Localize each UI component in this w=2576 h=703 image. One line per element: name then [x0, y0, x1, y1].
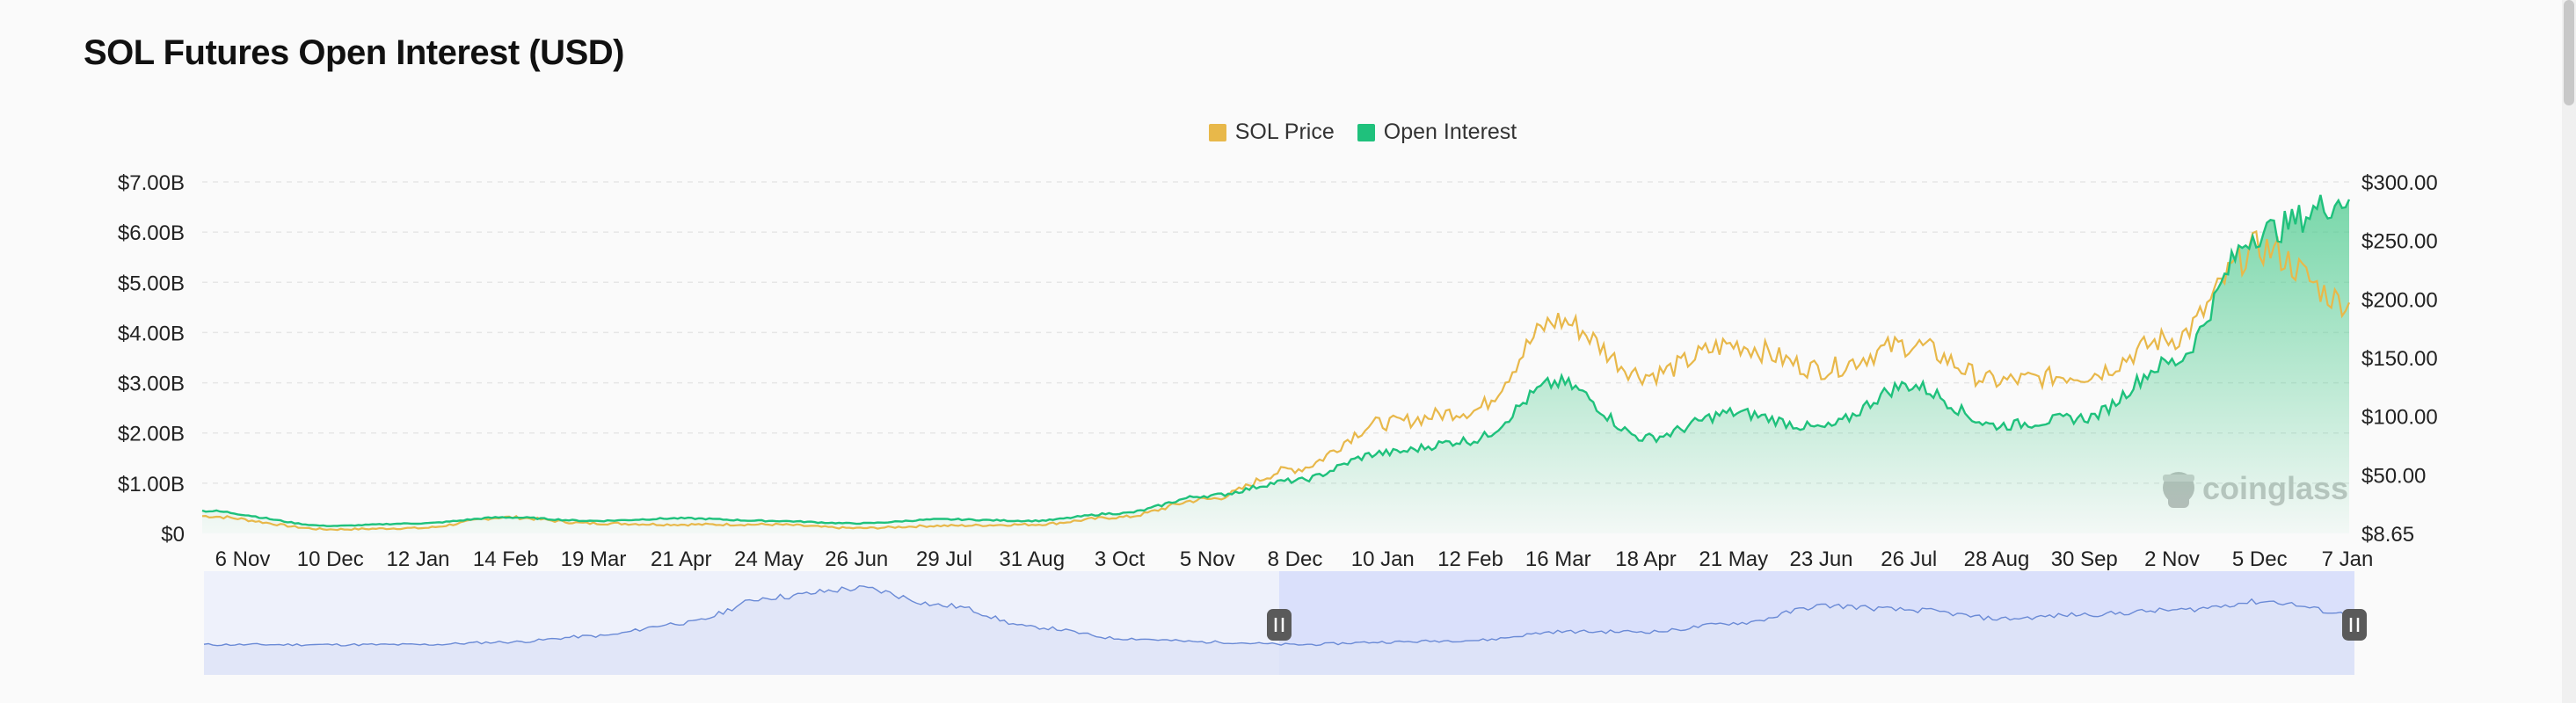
- chart-title: SOL Futures Open Interest (USD): [84, 33, 624, 72]
- y-left-tick-label: $3.00B: [118, 373, 185, 396]
- navigator-area: [204, 585, 2354, 675]
- x-tick-label: 14 Feb: [473, 547, 539, 571]
- y-right-tick-label: $300.00: [2361, 171, 2438, 195]
- y-right-tick-label: $150.00: [2361, 347, 2438, 371]
- chart-legend: SOL Price Open Interest: [0, 120, 2576, 145]
- handle-grip[interactable]: [1267, 609, 1292, 641]
- x-tick-label: 19 Mar: [561, 547, 627, 571]
- y-left-tick-label: $1.00B: [118, 473, 185, 496]
- x-axis: 6 Nov 10 Dec 12 Jan 14 Feb 19 Mar 21 Apr 24 Ma…: [215, 547, 2374, 571]
- x-tick-label: 10 Jan: [1351, 547, 1415, 571]
- navigator-line: [203, 584, 2355, 647]
- x-tick-label: 26 Jul: [1881, 547, 1937, 571]
- y-left-tick-label: $5.00B: [118, 272, 185, 295]
- x-tick-label: 28 Aug: [1964, 547, 2030, 571]
- y-left-tick-label: $6.00B: [118, 221, 185, 245]
- legend-label-open-interest: Open Interest: [1383, 120, 1517, 144]
- open-interest-line: [201, 194, 2351, 527]
- x-tick-label: 16 Mar: [1525, 547, 1591, 571]
- y-axis-left: $0 $1.00B $2.00B $3.00B $4.00B $5.00B $6.00B $7…: [118, 171, 185, 547]
- x-tick-label: 31 Aug: [999, 547, 1065, 571]
- x-tick-label: 8 Dec: [1268, 547, 1323, 571]
- x-tick-label: 7 Jan: [2322, 547, 2374, 571]
- y-left-tick-label: $0: [161, 523, 185, 547]
- y-right-tick-label: $200.00: [2361, 288, 2438, 312]
- x-tick-label: 21 May: [1699, 547, 1768, 571]
- handle-grip[interactable]: [2342, 609, 2367, 641]
- x-tick-label: 12 Feb: [1437, 547, 1503, 571]
- y-axis-right: $8.65 $50.00 $100.00 $150.00 $200.00 $250.00 $…: [2361, 171, 2438, 547]
- y-right-tick-label: $100.00: [2361, 406, 2438, 430]
- y-left-tick-label: $7.00B: [118, 171, 185, 195]
- x-tick-label: 10 Dec: [297, 547, 364, 571]
- x-tick-label: 21 Apr: [651, 547, 711, 571]
- x-tick-label: 26 Jun: [825, 547, 888, 571]
- x-tick-label: 18 Apr: [1615, 547, 1676, 571]
- x-tick-label: 23 Jun: [1789, 547, 1852, 571]
- page-scrollbar[interactable]: [2562, 0, 2576, 703]
- x-tick-label: 5 Dec: [2232, 547, 2288, 571]
- x-tick-label: 30 Sep: [2051, 547, 2118, 571]
- y-right-tick-label: $8.65: [2361, 523, 2414, 547]
- legend-swatch-open-interest: [1357, 123, 1375, 141]
- x-tick-label: 12 Jan: [386, 547, 449, 571]
- navigator-handle-right[interactable]: [2342, 609, 2367, 641]
- y-left-tick-label: $2.00B: [118, 423, 185, 446]
- x-tick-label: 6 Nov: [215, 547, 271, 571]
- y-right-tick-label: $250.00: [2361, 230, 2438, 254]
- scrollbar-thumb[interactable]: [2564, 0, 2574, 105]
- y-left-tick-label: $4.00B: [118, 322, 185, 345]
- x-tick-label: 24 May: [734, 547, 804, 571]
- open-interest-area: [202, 194, 2349, 533]
- x-tick-label: 3 Oct: [1095, 547, 1146, 571]
- x-tick-label: 2 Nov: [2144, 547, 2200, 571]
- legend-label-sol-price: SOL Price: [1234, 120, 1335, 144]
- navigator-handle-left[interactable]: [1267, 609, 1292, 641]
- y-right-tick-label: $50.00: [2361, 464, 2426, 488]
- range-navigator[interactable]: [203, 571, 2367, 675]
- legend-item-open-interest[interactable]: Open Interest: [1357, 120, 1517, 145]
- legend-swatch-sol-price: [1208, 123, 1226, 141]
- x-tick-label: 29 Jul: [916, 547, 972, 571]
- legend-item-sol-price[interactable]: SOL Price: [1208, 120, 1335, 145]
- x-tick-label: 5 Nov: [1180, 547, 1235, 571]
